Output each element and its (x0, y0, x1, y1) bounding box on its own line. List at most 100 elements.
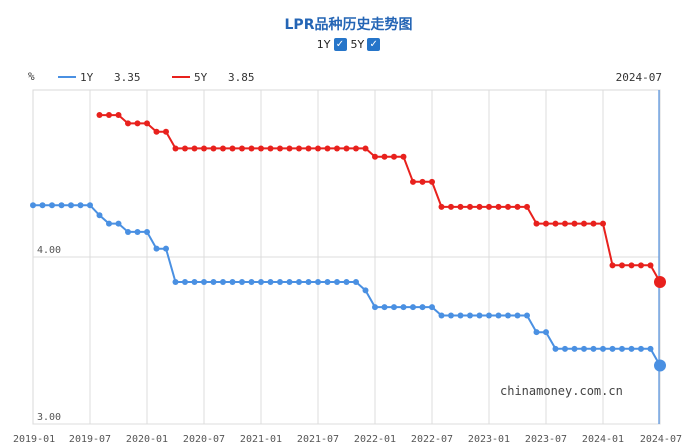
data-point-5Y (315, 145, 321, 152)
data-point-5Y (438, 203, 445, 210)
legend-name-5Y: 5Y (194, 71, 208, 84)
data-point-5Y (391, 153, 397, 160)
data-point-1Y (372, 304, 378, 311)
data-point-5Y (248, 145, 255, 152)
data-point-5Y (191, 145, 198, 152)
checkbox-checked-icon[interactable]: ✓ (367, 38, 381, 51)
data-point-1Y (134, 228, 141, 235)
data-point-5Y (467, 203, 473, 210)
data-point-1Y (258, 279, 264, 286)
data-point-1Y (77, 202, 84, 209)
data-point-1Y (571, 345, 578, 352)
data-point-5Y (400, 153, 407, 160)
data-point-1Y (581, 345, 587, 352)
data-point-1Y (191, 279, 198, 286)
data-point-5Y (600, 220, 606, 227)
data-point-1Y (153, 245, 160, 252)
data-point-1Y (144, 228, 150, 235)
toggle-1y-label: 1Y (316, 38, 331, 51)
x-tick-label: 2021-07 (297, 434, 339, 445)
data-point-1Y (87, 202, 93, 209)
x-tick-label: 2024-07 (640, 434, 682, 445)
data-point-1Y (533, 329, 540, 336)
data-point-5Y (267, 145, 274, 152)
series-layer (30, 112, 666, 372)
data-point-1Y (353, 279, 359, 286)
data-point-5Y (305, 145, 312, 152)
toggle-5y[interactable]: 5Y ✓ (351, 38, 381, 51)
data-point-1Y (391, 304, 397, 311)
data-point-1Y (248, 279, 255, 286)
data-point-5Y (134, 120, 141, 127)
data-point-5Y (372, 153, 378, 160)
data-point-5Y (334, 145, 340, 152)
data-point-5Y (353, 145, 359, 152)
data-point-5Y (448, 203, 454, 210)
data-point-1Y (239, 279, 245, 286)
data-point-5Y (581, 220, 587, 227)
data-point-5Y (495, 203, 502, 210)
data-point-1Y (609, 345, 616, 352)
data-point-5Y (286, 145, 293, 152)
data-point-1Y (638, 345, 644, 352)
data-point-5Y (106, 112, 112, 119)
x-tick-label: 2022-07 (411, 434, 453, 445)
data-point-5Y (628, 262, 635, 269)
data-point-1Y (362, 287, 369, 294)
x-tick-label: 2021-01 (240, 434, 282, 445)
data-point-1Y (267, 279, 274, 286)
data-point-5Y (638, 262, 644, 269)
data-point-5Y (505, 203, 511, 210)
data-point-1Y (39, 202, 46, 209)
data-point-5Y (296, 145, 302, 152)
checkbox-checked-icon[interactable]: ✓ (333, 38, 347, 51)
data-point-1Y (647, 345, 654, 352)
data-point-1Y (514, 312, 521, 319)
data-point-1Y (543, 329, 549, 336)
data-point-5Y (125, 120, 131, 127)
data-point-1Y (457, 312, 464, 319)
legend-value-5Y: 3.85 (228, 71, 255, 84)
data-point-1Y (419, 304, 426, 311)
data-point-5Y (277, 145, 283, 152)
data-point-5Y (514, 203, 521, 210)
data-point-1Y (115, 220, 122, 227)
data-point-1Y (68, 202, 74, 209)
x-tick-label: 2024-01 (582, 434, 624, 445)
data-point-1Y (334, 279, 340, 286)
toggle-5y-label: 5Y (350, 38, 365, 51)
data-point-5Y (590, 220, 597, 227)
data-point-1Y (305, 279, 312, 286)
data-point-1Y (654, 359, 666, 372)
data-point-5Y (153, 128, 160, 135)
data-point-5Y (381, 153, 388, 160)
data-point-1Y (49, 202, 55, 209)
y-tick-label: 4.00 (37, 245, 61, 256)
data-point-1Y (343, 279, 350, 286)
data-point-1Y (315, 279, 321, 286)
data-point-1Y (619, 345, 625, 352)
data-point-1Y (182, 279, 188, 286)
data-point-5Y (562, 220, 568, 227)
data-point-5Y (210, 145, 217, 152)
data-point-1Y (296, 279, 302, 286)
series-toggles: 1Y ✓ 5Y ✓ (0, 38, 697, 51)
data-point-5Y (429, 178, 435, 185)
data-point-5Y (476, 203, 483, 210)
data-point-5Y (362, 145, 369, 152)
data-point-1Y (438, 312, 445, 319)
toggle-1y[interactable]: 1Y ✓ (317, 38, 347, 51)
data-point-5Y (172, 145, 179, 152)
x-tick-label: 2020-07 (183, 434, 225, 445)
data-point-5Y (524, 203, 530, 210)
data-point-1Y (201, 279, 207, 286)
chart-labels: 2019-01 2019-07 2020-01 2020-07 2021-01 2021-… (13, 70, 682, 445)
data-point-1Y (58, 202, 65, 209)
data-point-5Y (115, 112, 122, 119)
data-point-5Y (457, 203, 464, 210)
data-point-1Y (590, 345, 597, 352)
x-tick-label: 2019-01 (13, 434, 55, 445)
data-point-5Y (144, 120, 150, 127)
data-point-5Y (654, 276, 666, 289)
data-point-1Y (229, 279, 236, 286)
